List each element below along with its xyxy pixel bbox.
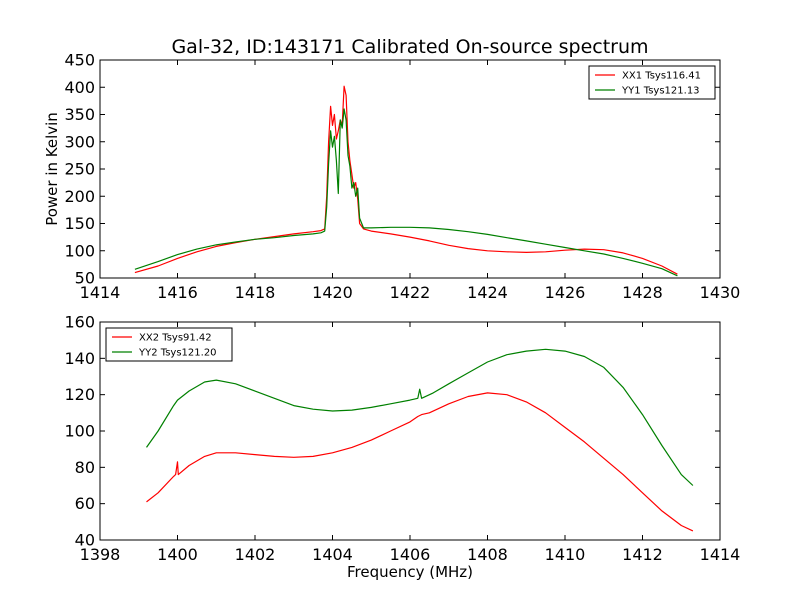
y-tick-label: 450 bbox=[64, 51, 95, 70]
series-lines bbox=[146, 348, 694, 532]
x-tick-label: 1398 bbox=[80, 545, 121, 564]
y-tick-label: 120 bbox=[64, 385, 95, 404]
x-tick-label: 1428 bbox=[622, 283, 663, 302]
x-tick-label: 1424 bbox=[467, 283, 508, 302]
y-tick-label: 40 bbox=[75, 531, 95, 550]
y-tick-label: 200 bbox=[64, 187, 95, 206]
legend-box bbox=[105, 327, 233, 362]
x-tick-label: 1408 bbox=[467, 545, 508, 564]
series-line-xx1 bbox=[134, 85, 678, 275]
bottom-plot: 1398 1400 1402 1404 1406 1408 1410 1412 1414 40 60… bbox=[64, 313, 740, 565]
y-tick-label: 140 bbox=[64, 349, 95, 368]
x-tick-label: 1412 bbox=[622, 545, 663, 564]
y-tick-label: 100 bbox=[64, 422, 95, 441]
y-tick-label: 100 bbox=[64, 241, 95, 260]
x-tick-label: 1418 bbox=[235, 283, 276, 302]
y-tick-label: 300 bbox=[64, 132, 95, 151]
y-tick-label: 60 bbox=[75, 494, 95, 513]
x-tick-label: 1404 bbox=[312, 545, 353, 564]
y-tick-label: 350 bbox=[64, 105, 95, 124]
x-tick-label: 1410 bbox=[545, 545, 586, 564]
x-tick-label: 1420 bbox=[312, 283, 353, 302]
x-tick-label: 1414 bbox=[80, 283, 121, 302]
y-tick-label: 80 bbox=[75, 458, 95, 477]
x-tick-label: 1402 bbox=[235, 545, 276, 564]
x-tick-label: 1430 bbox=[700, 283, 741, 302]
legend-entry: XX1 Tsys116.41 bbox=[622, 71, 701, 82]
y-tick-label: 400 bbox=[64, 78, 95, 97]
series-line-yy2 bbox=[146, 348, 694, 486]
legend-box bbox=[588, 65, 716, 100]
legend-entry: XX2 Tsys91.42 bbox=[139, 333, 212, 344]
chart-title: Gal-32, ID:143171 Calibrated On-source s… bbox=[171, 36, 648, 58]
x-tick-label: 1426 bbox=[545, 283, 586, 302]
series-line-yy1 bbox=[134, 108, 678, 277]
x-tick-label: 1406 bbox=[390, 545, 431, 564]
series-lines bbox=[134, 85, 678, 277]
y-tick-label: 160 bbox=[64, 313, 95, 332]
y-tick-label: 150 bbox=[64, 214, 95, 233]
y-axis-label: Power in Kelvin bbox=[43, 112, 61, 226]
series-line-xx2 bbox=[146, 392, 694, 532]
legend-entry: YY2 Tsys121.20 bbox=[138, 348, 217, 359]
y-tick-label: 50 bbox=[75, 269, 95, 288]
x-tick-label: 1414 bbox=[700, 545, 741, 564]
legend: XX2 Tsys91.42 YY2 Tsys121.20 bbox=[105, 327, 233, 362]
x-tick-label: 1400 bbox=[157, 545, 198, 564]
y-tick-label: 250 bbox=[64, 160, 95, 179]
x-tick-label: 1422 bbox=[390, 283, 431, 302]
legend-entry: YY1 Tsys121.13 bbox=[621, 86, 700, 97]
legend: XX1 Tsys116.41 YY1 Tsys121.13 bbox=[588, 65, 716, 100]
top-plot: 1414 1416 1418 1420 1422 1424 1426 1428 1430 50 10… bbox=[64, 51, 740, 303]
x-tick-label: 1416 bbox=[157, 283, 198, 302]
x-axis-label: Frequency (MHz) bbox=[347, 563, 473, 581]
